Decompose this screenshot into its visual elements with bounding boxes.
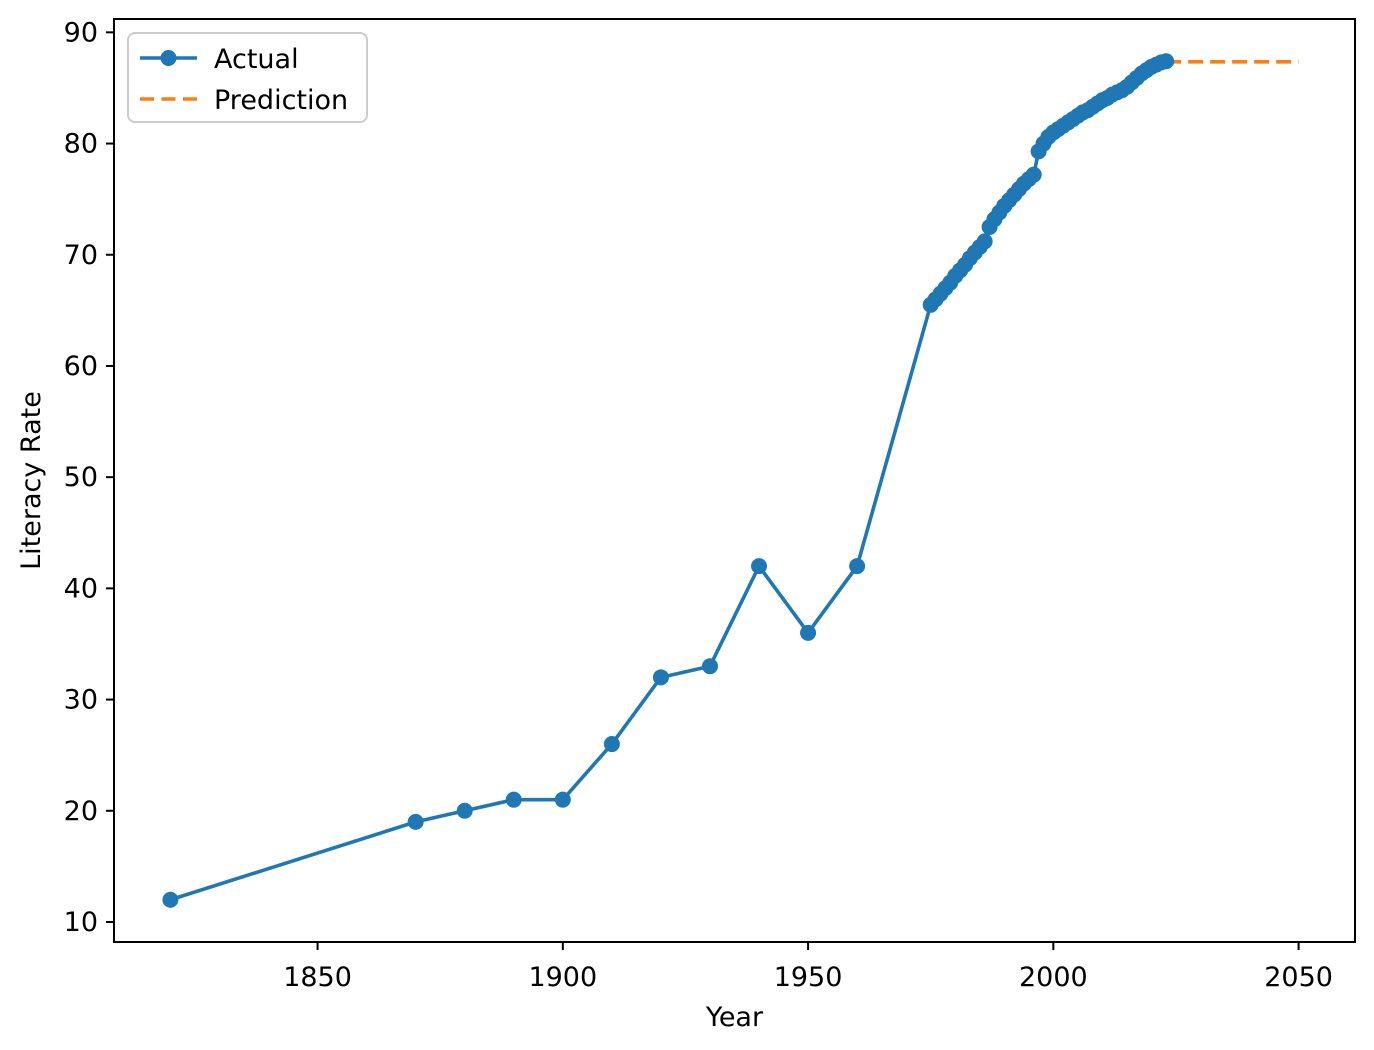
legend-actual-marker bbox=[160, 50, 177, 66]
legend-label-actual: Actual bbox=[214, 44, 299, 75]
actual-data-point bbox=[1025, 166, 1042, 183]
actual-data-point bbox=[456, 802, 473, 819]
actual-data-point bbox=[800, 624, 817, 641]
x-axis-label: Year bbox=[705, 1002, 764, 1033]
actual-data-point bbox=[505, 791, 522, 808]
actual-data-point bbox=[849, 558, 866, 575]
y-tick-label-5: 60 bbox=[64, 351, 98, 382]
x-tick-label-2: 1950 bbox=[774, 962, 843, 993]
y-tick-label-8: 90 bbox=[64, 17, 98, 48]
y-tick-label-1: 20 bbox=[64, 796, 98, 827]
y-tick-label-2: 30 bbox=[64, 685, 98, 716]
y-tick-label-4: 50 bbox=[64, 462, 98, 493]
axes-spines bbox=[113, 18, 1356, 943]
actual-data-point bbox=[751, 558, 768, 575]
actual-data-point bbox=[652, 669, 669, 686]
y-tick-label-7: 80 bbox=[64, 129, 98, 160]
actual-data-point bbox=[603, 736, 620, 753]
x-tick-label-0: 1850 bbox=[283, 962, 352, 993]
actual-data-point bbox=[1158, 53, 1175, 70]
legend-label-prediction: Prediction bbox=[214, 85, 348, 116]
y-tick-label-3: 40 bbox=[64, 573, 98, 604]
actual-data-point bbox=[554, 791, 571, 808]
y-tick-label-6: 70 bbox=[64, 240, 98, 271]
actual-data-point bbox=[976, 233, 993, 250]
actual-data-point bbox=[162, 891, 179, 908]
x-tick-label-1: 1900 bbox=[528, 962, 597, 993]
x-tick-label-3: 2000 bbox=[1019, 962, 1088, 993]
x-tick-label-4: 2050 bbox=[1264, 962, 1333, 993]
actual-data-point bbox=[407, 813, 424, 830]
actual-data-point bbox=[701, 658, 718, 675]
y-tick-label-0: 10 bbox=[64, 907, 98, 938]
y-axis-label: Literacy Rate bbox=[16, 391, 47, 570]
